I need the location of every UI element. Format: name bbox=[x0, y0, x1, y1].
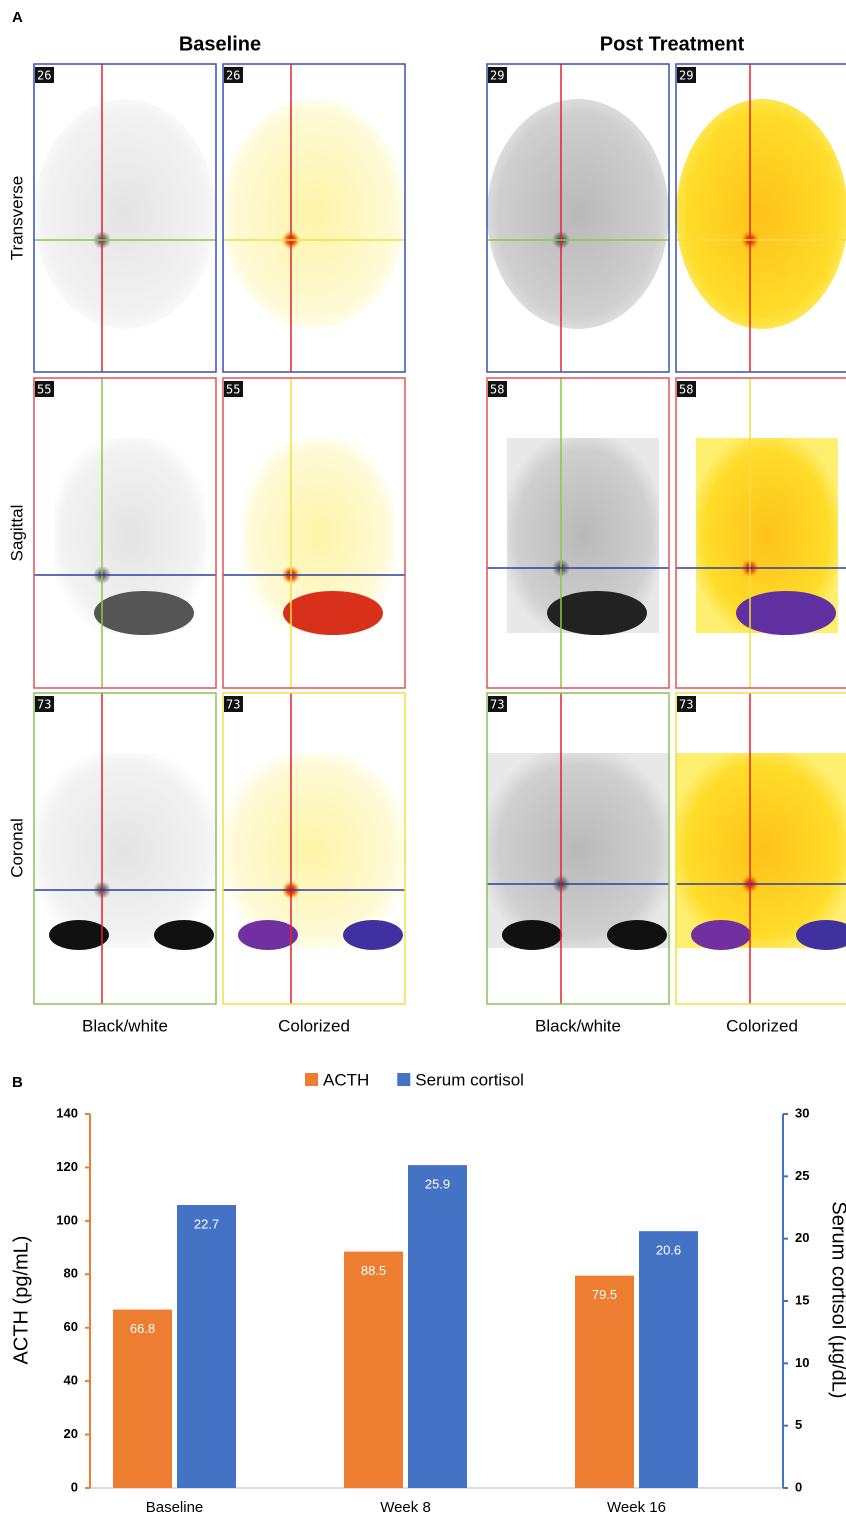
group-title: Post Treatment bbox=[600, 33, 745, 55]
data-label: 25.9 bbox=[425, 1177, 450, 1192]
column-label: Colorized bbox=[278, 1016, 350, 1035]
slice-number: 73 bbox=[37, 698, 51, 712]
body-shape bbox=[676, 753, 846, 948]
panel-label: A bbox=[12, 9, 23, 26]
body-shape bbox=[487, 99, 669, 329]
data-label: 20.6 bbox=[656, 1243, 681, 1258]
organ bbox=[94, 591, 194, 635]
bar bbox=[408, 1165, 467, 1488]
slice-number: 58 bbox=[490, 383, 504, 397]
organ bbox=[607, 920, 667, 950]
slice-number: 73 bbox=[226, 698, 240, 712]
scan-image: 73 bbox=[223, 693, 405, 1004]
slice-number: 73 bbox=[679, 698, 693, 712]
x-tick-label: Baseline bbox=[146, 1499, 204, 1516]
y2-tick-label: 20 bbox=[795, 1230, 809, 1245]
y-tick-label: 100 bbox=[56, 1212, 78, 1227]
organ bbox=[238, 920, 298, 950]
bar bbox=[639, 1231, 698, 1488]
data-label: 79.5 bbox=[592, 1287, 617, 1302]
group-title: Baseline bbox=[179, 33, 261, 55]
scan-image: 58 bbox=[676, 378, 846, 688]
scan-image: 73 bbox=[34, 693, 216, 1004]
scan-image: 55 bbox=[223, 378, 405, 688]
slice-number: 58 bbox=[679, 383, 693, 397]
body-shape bbox=[34, 99, 216, 329]
y2-tick-label: 30 bbox=[795, 1105, 809, 1120]
row-label: Coronal bbox=[7, 818, 26, 878]
slice-number: 26 bbox=[226, 69, 240, 83]
y-axis-title: ACTH (pg/mL) bbox=[10, 1236, 32, 1365]
panel-label: B bbox=[12, 1074, 23, 1091]
scan-image: 26 bbox=[34, 64, 216, 372]
scan-image: 29 bbox=[676, 64, 846, 372]
slice-number: 29 bbox=[490, 69, 504, 83]
organ bbox=[736, 591, 836, 635]
figure: A B Baseline Post Treatment Transverse Sagi… bbox=[0, 0, 846, 1520]
slice-number: 55 bbox=[226, 383, 240, 397]
row-label: Transverse bbox=[7, 176, 26, 260]
organ bbox=[343, 920, 403, 950]
scan-image: 58 bbox=[487, 378, 669, 688]
y-tick-label: 140 bbox=[56, 1105, 78, 1120]
y2-tick-label: 15 bbox=[795, 1292, 809, 1307]
scan-image: 26 bbox=[223, 64, 405, 372]
slice-number: 26 bbox=[37, 69, 51, 83]
bar bbox=[344, 1252, 403, 1488]
y2-tick-label: 10 bbox=[795, 1355, 809, 1370]
x-tick-label: Week 8 bbox=[380, 1499, 431, 1516]
body-shape bbox=[487, 753, 669, 948]
y2-axis-title: Serum cortisol (µg/dL) bbox=[828, 1201, 846, 1398]
organ bbox=[691, 920, 751, 950]
scan-image: 73 bbox=[487, 693, 669, 1004]
y2-tick-label: 5 bbox=[795, 1417, 802, 1432]
bar bbox=[113, 1310, 172, 1488]
body-shape bbox=[34, 753, 216, 948]
page: {"panel_a": {"label": "A", "groups": ["B… bbox=[0, 0, 846, 1520]
column-label: Colorized bbox=[726, 1016, 798, 1035]
body-shape bbox=[223, 99, 405, 329]
scan-image: 73 bbox=[676, 693, 846, 1004]
x-tick-label: Week 16 bbox=[607, 1499, 666, 1516]
data-label: 66.8 bbox=[130, 1321, 155, 1336]
y2-tick-label: 0 bbox=[795, 1479, 802, 1494]
slice-number: 73 bbox=[490, 698, 504, 712]
legend-swatch bbox=[397, 1073, 410, 1086]
body-shape bbox=[223, 753, 405, 948]
legend-label: ACTH bbox=[323, 1070, 369, 1089]
legend-label: Serum cortisol bbox=[415, 1070, 524, 1089]
y2-tick-label: 25 bbox=[795, 1168, 809, 1183]
y-tick-label: 120 bbox=[56, 1159, 78, 1174]
body-shape bbox=[676, 99, 846, 329]
data-label: 88.5 bbox=[361, 1263, 386, 1278]
data-label: 22.7 bbox=[194, 1216, 219, 1231]
legend-swatch bbox=[305, 1073, 318, 1086]
y-tick-label: 60 bbox=[64, 1319, 78, 1334]
y-tick-label: 0 bbox=[71, 1479, 78, 1494]
bar bbox=[177, 1205, 236, 1488]
organ bbox=[547, 591, 647, 635]
y-tick-label: 40 bbox=[64, 1373, 78, 1388]
row-label: Sagittal bbox=[7, 505, 26, 562]
scan-image: 29 bbox=[487, 64, 669, 372]
scan-image: 55 bbox=[34, 378, 216, 688]
column-label: Black/white bbox=[82, 1016, 168, 1035]
slice-number: 29 bbox=[679, 69, 693, 83]
slice-number: 55 bbox=[37, 383, 51, 397]
bar bbox=[575, 1276, 634, 1488]
organ bbox=[49, 920, 109, 950]
organ bbox=[283, 591, 383, 635]
organ bbox=[502, 920, 562, 950]
organ bbox=[154, 920, 214, 950]
y-tick-label: 20 bbox=[64, 1426, 78, 1441]
column-label: Black/white bbox=[535, 1016, 621, 1035]
y-tick-label: 80 bbox=[64, 1266, 78, 1281]
